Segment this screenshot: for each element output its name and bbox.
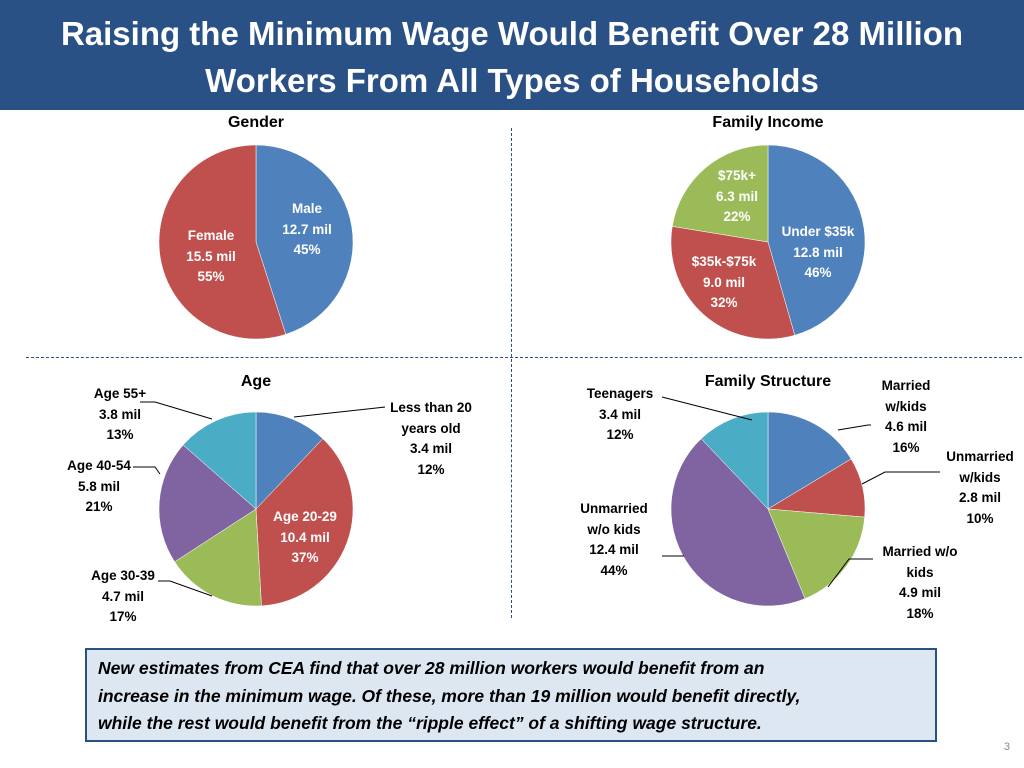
income-slice-75k-plus <box>671 144 769 243</box>
structure-slice-married-without-kids <box>767 508 865 599</box>
age-slice-30-39 <box>174 508 262 607</box>
age-20-29-label: Age 20-29 10.4 mil 37% <box>273 509 337 565</box>
age-slice-55-plus <box>182 411 257 510</box>
horizontal-divider <box>26 357 1022 358</box>
income-slice-35k-75k <box>670 226 796 340</box>
income-under-35k-label: Under $35k 12.8 mil 46% <box>781 224 855 280</box>
age-30-39-label: Age 30-39 4.7 mil 17% <box>91 568 155 624</box>
gender-female-label: Female 15.5 mil 55% <box>186 228 236 284</box>
gender-slice-male <box>255 144 354 335</box>
summary-note-line-1: New estimates from CEA find that over 28… <box>98 658 765 678</box>
gender-chart-title: Gender <box>227 114 284 131</box>
slide-title-line-2: Workers From All Types of Households <box>205 62 819 99</box>
married-without-kids-label: Married w/o kids 4.9 mil 18% <box>882 544 958 621</box>
family-income-chart-title: Family Income <box>712 114 824 131</box>
summary-note-text: New estimates from CEA find that over 28… <box>98 655 928 738</box>
family-income-pie <box>670 144 866 340</box>
teenagers-label: Teenagers 3.4 mil 12% <box>586 386 654 442</box>
summary-note-line-3: while the rest would benefit from the “r… <box>98 713 762 733</box>
family-structure-chart-title: Family Structure <box>704 373 832 390</box>
age-pie <box>158 411 354 607</box>
income-75k-plus-label: $75k+ 6.3 mil 22% <box>715 168 759 224</box>
unmarried-without-kids-label: Unmarried w/o kids 12.4 mil 44% <box>580 501 648 578</box>
unmarried-with-kids-label: Unmarried w/kids 2.8 mil 10% <box>946 449 1014 526</box>
structure-slice-married-with-kids <box>767 411 852 510</box>
age-55-plus-label: Age 55+ 3.8 mil 13% <box>93 386 147 442</box>
married-with-kids-label: Married w/kids 4.6 mil 16% <box>881 378 931 455</box>
family-structure-pie <box>670 411 866 607</box>
age-chart-title: Age <box>240 373 272 390</box>
age-slice-40-54 <box>158 444 257 563</box>
structure-slice-unmarried-without-kids <box>670 438 806 607</box>
gender-slice-female <box>158 144 287 340</box>
age-slice-20-29 <box>255 438 354 607</box>
age-under-20-label: Less than 20 years old 3.4 mil 12% <box>390 400 472 477</box>
title-banner <box>0 0 1024 110</box>
age-slice-under-20 <box>255 411 324 510</box>
structure-slice-teenagers <box>700 411 769 510</box>
slide-title-line-1: Raising the Minimum Wage Would Benefit O… <box>60 15 964 52</box>
income-slice-under-35k <box>767 144 866 336</box>
income-35k-75k-label: $35k-$75k 9.0 mil 32% <box>691 254 757 310</box>
summary-note-box: New estimates from CEA find that over 28… <box>85 648 937 742</box>
page-number: 3 <box>1003 741 1010 753</box>
slide-title: Raising the Minimum Wage Would Benefit O… <box>0 10 1024 104</box>
leader-lines <box>133 396 940 597</box>
gender-pie <box>158 144 354 340</box>
gender-male-label: Male 12.7 mil 45% <box>282 201 332 257</box>
age-40-54-label: Age 40-54 5.8 mil 21% <box>67 458 131 514</box>
vertical-divider <box>511 128 512 618</box>
summary-note-line-2: increase in the minimum wage. Of these, … <box>98 685 801 706</box>
